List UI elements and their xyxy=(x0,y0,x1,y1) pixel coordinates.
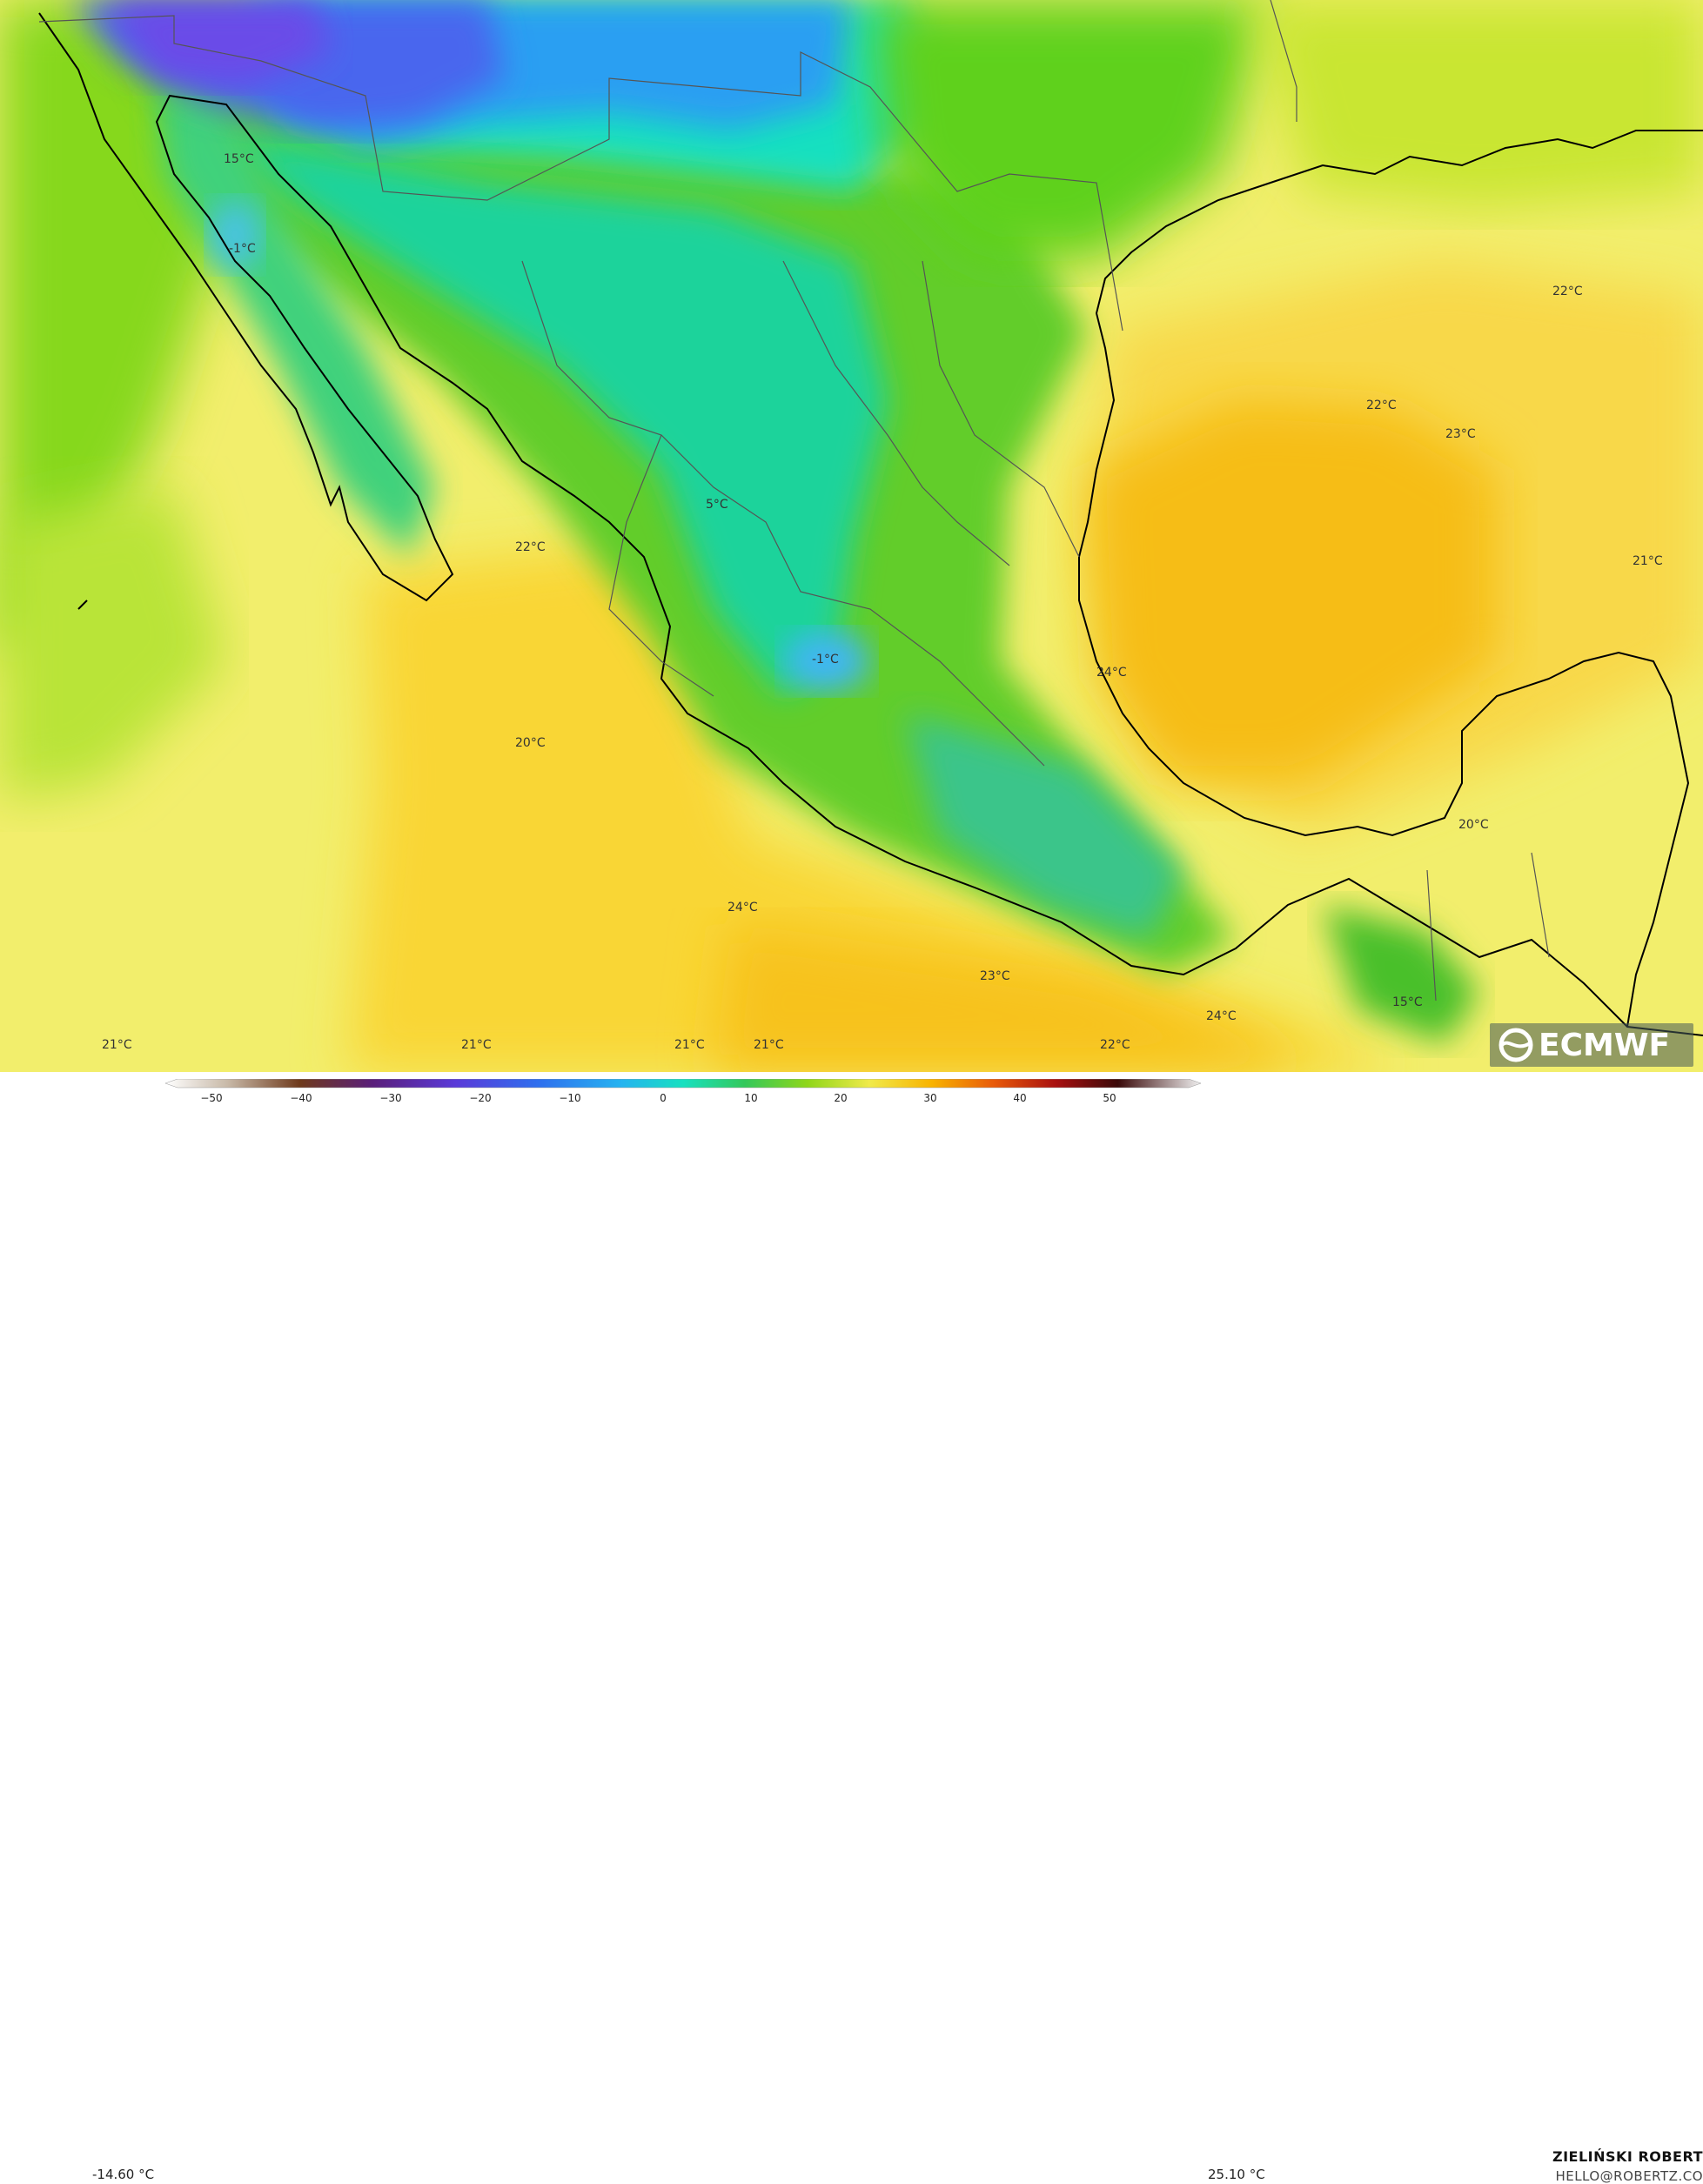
colorbar-tick: −40 xyxy=(290,1092,312,1104)
temp-label: 21°C xyxy=(754,1038,784,1052)
ecmwf-mark-icon xyxy=(1499,1028,1533,1062)
colorbar-tick: −10 xyxy=(559,1092,580,1104)
temp-label: 20°C xyxy=(1458,818,1489,832)
temperature-labels: 15°C -1°C 5°C -1°C 22°C 20°C 24°C 22°C 2… xyxy=(102,152,1663,1052)
temp-label: 5°C xyxy=(706,498,728,512)
coastlines xyxy=(38,12,1703,1036)
author-name: ZIELIŃSKI ROBERT xyxy=(1552,2148,1703,2165)
ecmwf-logo-text: ECMWF xyxy=(1539,1027,1671,1063)
colorbar-max-label: 25.10 °C xyxy=(1208,2167,1265,2182)
colorbar-tick: 10 xyxy=(744,1092,757,1104)
temp-label: -1°C xyxy=(812,653,839,667)
temp-label: 22°C xyxy=(1552,285,1583,298)
colorbar-tick: −20 xyxy=(469,1092,491,1104)
colorbar-footer: -14.60 °C −50 −4 xyxy=(0,1072,1703,2184)
colorbar-tick: −50 xyxy=(200,1092,222,1104)
temp-label: 24°C xyxy=(1206,1009,1237,1023)
temperature-fill xyxy=(0,0,1703,1072)
borders xyxy=(38,0,1550,1002)
colorbar-gradient xyxy=(165,1079,1201,1089)
temp-label: 15°C xyxy=(224,152,254,166)
temp-label: 22°C xyxy=(1100,1038,1130,1052)
temp-label: 21°C xyxy=(1633,554,1663,568)
colorbar-tick: 40 xyxy=(1013,1092,1026,1104)
colorbar-tick: 50 xyxy=(1103,1092,1116,1104)
colorbar-min-label: -14.60 °C xyxy=(92,2167,155,2182)
colorbar-tick: 20 xyxy=(834,1092,847,1104)
temp-label: 22°C xyxy=(1366,399,1397,412)
temp-label: 22°C xyxy=(515,540,546,554)
temp-label: 24°C xyxy=(1096,666,1127,680)
temp-label: 23°C xyxy=(980,969,1010,983)
temp-label: 21°C xyxy=(461,1038,492,1052)
temp-label: 15°C xyxy=(1392,995,1423,1009)
colorbar: −50 −40 −30 −20 −10 0 10 20 30 40 50 xyxy=(165,1079,1201,1104)
colorbar-tick: 0 xyxy=(660,1092,667,1104)
colorbar-tick: 30 xyxy=(923,1092,936,1104)
temp-label: 23°C xyxy=(1445,427,1476,441)
temperature-map: 15°C -1°C 5°C -1°C 22°C 20°C 24°C 22°C 2… xyxy=(0,0,1703,1072)
temp-label: 20°C xyxy=(515,736,546,750)
author-email: HELLO@ROBERTZ.CO xyxy=(1555,2168,1703,2184)
temp-label: 21°C xyxy=(674,1038,705,1052)
temp-label: 21°C xyxy=(102,1038,132,1052)
temp-label: -1°C xyxy=(229,242,256,256)
ecmwf-logo: ECMWF xyxy=(1490,1023,1693,1067)
colorbar-tick: −30 xyxy=(379,1092,401,1104)
temp-label: 24°C xyxy=(727,901,758,914)
